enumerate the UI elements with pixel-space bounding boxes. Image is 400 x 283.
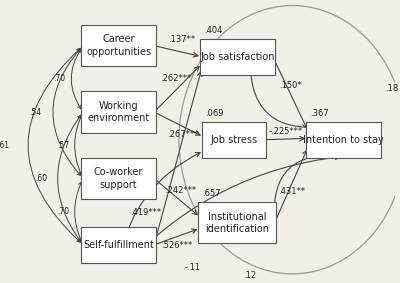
Text: -.225***: -.225*** (269, 127, 303, 136)
FancyBboxPatch shape (82, 227, 156, 263)
Text: .267***: .267*** (167, 130, 198, 139)
Text: Job stress: Job stress (210, 135, 257, 145)
Text: .12: .12 (243, 271, 256, 280)
Text: Self-fulfillment: Self-fulfillment (83, 240, 154, 250)
Text: Co-worker
support: Co-worker support (94, 167, 143, 190)
Text: .70: .70 (57, 207, 69, 216)
Text: .367: .367 (310, 109, 329, 118)
Text: .262***: .262*** (160, 74, 191, 83)
Text: .526***: .526*** (162, 241, 193, 250)
Text: .419***: .419*** (130, 209, 161, 218)
Text: .242***: .242*** (165, 186, 196, 195)
Text: .150*: .150* (279, 81, 302, 90)
FancyBboxPatch shape (202, 122, 266, 158)
FancyBboxPatch shape (198, 202, 276, 243)
Text: Working
environment: Working environment (88, 101, 150, 123)
Text: .431**: .431** (278, 187, 305, 196)
Text: .70: .70 (53, 74, 65, 83)
FancyBboxPatch shape (82, 158, 156, 199)
Text: .57: .57 (57, 141, 69, 150)
Text: Job satisfaction: Job satisfaction (200, 52, 275, 62)
FancyBboxPatch shape (82, 91, 156, 133)
Text: .657: .657 (202, 189, 220, 198)
Text: .137**: .137** (168, 35, 195, 44)
Text: .18: .18 (385, 84, 398, 93)
Text: Career
opportunities: Career opportunities (86, 35, 151, 57)
Text: .404: .404 (204, 26, 222, 35)
FancyBboxPatch shape (200, 39, 274, 75)
Text: .54: .54 (29, 108, 41, 117)
Text: .60: .60 (35, 174, 47, 183)
Text: .61: .61 (0, 141, 10, 150)
Text: -.11: -.11 (185, 263, 201, 272)
Text: .069: .069 (206, 109, 224, 118)
FancyBboxPatch shape (82, 25, 156, 67)
FancyBboxPatch shape (306, 122, 381, 158)
Text: Institutional
identification: Institutional identification (205, 211, 269, 234)
Text: Intention to stay: Intention to stay (303, 135, 384, 145)
